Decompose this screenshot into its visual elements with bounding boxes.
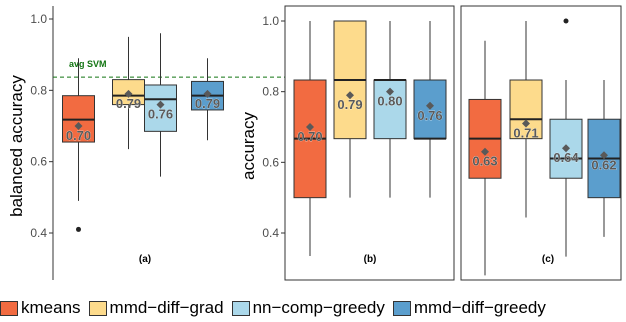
y-tick-label: 0.8 <box>262 85 279 99</box>
legend-item-kmeans: kmeans <box>0 298 81 318</box>
mean-label: 0.79 <box>195 96 220 111</box>
box-mmd-diff-greedy: 0.79 <box>191 58 224 141</box>
panel-1: 0.4 0.6 0.8 1.0 avg SVM 0.70 0.79 0.76 0.79 (a) <box>30 6 285 280</box>
panel-tag: (b) <box>364 254 377 265</box>
y-tick-label: 0.8 <box>30 83 47 97</box>
y-tick-label: 0.6 <box>262 155 279 169</box>
box-mmd-diff-grad: 0.79 <box>112 36 145 150</box>
mean-marker <box>386 87 394 96</box>
legend-swatch <box>231 300 250 316</box>
mean-marker <box>562 144 570 153</box>
legend-item-mmd-diff-grad: mmd−diff−grad <box>88 298 224 318</box>
box-body <box>509 79 543 140</box>
mean-marker <box>426 101 434 110</box>
y-tick-label: 0.6 <box>30 155 47 169</box>
legend: kmeans mmd−diff−grad nn−comp−greedy mmd−dif… <box>0 296 626 320</box>
mean-marker <box>306 123 314 131</box>
panel-2: 0.4 0.6 0.8 1.0 0.70 0.79 0.80 0.76 (b) <box>262 5 455 281</box>
mean-marker <box>156 100 165 109</box>
outlier-point <box>563 18 569 24</box>
mean-label: 0.76 <box>417 108 442 123</box>
mean-label: 0.62 <box>591 157 616 172</box>
legend-label: mmd−diff−greedy <box>413 298 546 317</box>
mean-label: 0.80 <box>377 94 402 109</box>
panel-tag: (c) <box>542 254 554 265</box>
boxplot-figure: balanced accuracy accuracy 0.4 0.6 0.8 1.0 a… <box>7 5 622 281</box>
box-mmd-diff-greedy: 0.76 <box>413 21 447 198</box>
mean-marker <box>346 91 354 100</box>
box-nn-comp-greedy: 0.76 <box>144 33 177 177</box>
legend-swatch <box>88 300 107 316</box>
panel-border <box>284 5 455 281</box>
y-axis-title-left: balanced accuracy <box>7 75 26 217</box>
mean-label: 0.71 <box>513 125 538 140</box>
legend-item-nn-comp-greedy: nn−comp−greedy <box>231 298 385 318</box>
mean-label: 0.76 <box>148 107 173 122</box>
mean-label: 0.79 <box>337 97 362 112</box>
mean-marker <box>124 89 133 98</box>
box-kmeans: 0.70 <box>62 58 95 232</box>
legend-swatch <box>392 300 411 316</box>
y-axis-title-middle: accuracy <box>239 111 258 180</box>
box-mmd-diff-greedy: 0.62 <box>587 80 621 237</box>
mean-label: 0.79 <box>116 96 141 111</box>
legend-label: mmd−diff−grad <box>109 298 224 317</box>
y-tick-label: 1.0 <box>30 12 47 26</box>
box-body <box>144 84 177 132</box>
mean-marker <box>74 122 83 130</box>
legend-label: kmeans <box>21 298 81 317</box>
box-kmeans: 0.70 <box>293 21 327 256</box>
box-nn-comp-greedy: 0.64 <box>549 18 583 257</box>
reference-line-label: avg SVM <box>69 59 107 69</box>
panel-border <box>460 5 622 281</box>
mean-label: 0.70 <box>297 129 322 144</box>
panel-tag: (a) <box>139 254 151 265</box>
mean-marker <box>600 151 608 160</box>
panel-3: 0.63 0.71 0.64 0.62 (c) <box>460 5 622 281</box>
y-tick-label: 0.4 <box>262 226 279 240</box>
legend-swatch <box>0 300 18 316</box>
y-tick-label: 1.0 <box>262 14 279 28</box>
legend-item-mmd-diff-greedy: mmd−diff−greedy <box>392 298 546 318</box>
mean-marker <box>522 119 530 128</box>
box-mmd-diff-grad: 0.71 <box>509 21 543 218</box>
y-tick-label: 0.4 <box>30 226 47 240</box>
box-nn-comp-greedy: 0.80 <box>373 21 407 198</box>
outlier-point <box>76 226 81 232</box>
mean-label: 0.63 <box>472 154 497 169</box>
mean-marker <box>481 147 489 156</box>
box-mmd-diff-grad: 0.79 <box>333 20 367 198</box>
legend-label: nn−comp−greedy <box>252 298 385 317</box>
mean-marker <box>203 89 212 98</box>
box-kmeans: 0.63 <box>468 40 502 276</box>
mean-label: 0.70 <box>66 128 91 143</box>
mean-label: 0.64 <box>553 150 579 165</box>
